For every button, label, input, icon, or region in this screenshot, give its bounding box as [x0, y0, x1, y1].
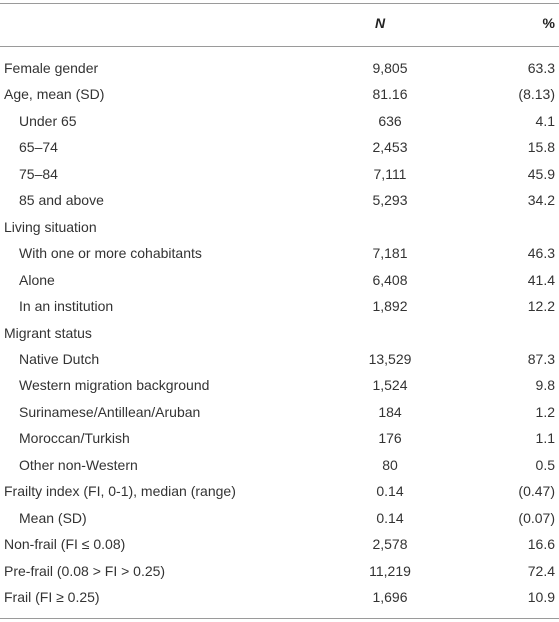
- n-cell: 7,111: [373, 165, 407, 182]
- percent-cell: 1.2: [535, 403, 555, 420]
- bottom-rule: [0, 618, 559, 619]
- percent-cell: 16.6: [527, 536, 555, 553]
- row-label: Other non-Western: [19, 456, 138, 473]
- row-label: 65–74: [19, 139, 58, 156]
- row-label: Female gender: [4, 60, 99, 76]
- n-cell: 13,529: [368, 350, 412, 367]
- percent-cell: 41.4: [527, 271, 555, 288]
- percent-cell: (0.07): [518, 509, 555, 526]
- percent-cell: 63.3: [527, 60, 555, 76]
- header-percent: %: [542, 15, 555, 31]
- row-label: Moroccan/Turkish: [19, 430, 130, 447]
- percent-cell: 10.9: [527, 589, 555, 605]
- row-label: Alone: [19, 271, 55, 288]
- percent-cell: 4.1: [535, 112, 555, 129]
- n-cell: 176: [378, 430, 402, 447]
- percent-cell: (8.13): [518, 86, 555, 103]
- n-cell: 80: [382, 456, 398, 473]
- header-rule: [0, 46, 559, 47]
- row-label: Western migration background: [19, 377, 210, 394]
- row-label: Surinamese/Antillean/Aruban: [19, 403, 201, 420]
- top-rule: [0, 3, 559, 4]
- row-label: Migrant status: [4, 324, 92, 341]
- row-label: Native Dutch: [19, 350, 100, 367]
- n-cell: 1,696: [372, 589, 408, 605]
- n-cell: 81.16: [372, 86, 408, 103]
- n-cell: 9,805: [372, 60, 408, 76]
- row-label: 85 and above: [19, 192, 104, 209]
- row-label: Non-frail (FI ≤ 0.08): [4, 536, 126, 553]
- header-n: N: [374, 15, 386, 31]
- n-cell: 1,524: [372, 377, 408, 394]
- row-label: Mean (SD): [19, 509, 87, 526]
- n-cell: 6,408: [372, 271, 408, 288]
- n-cell: 11,219: [369, 562, 411, 579]
- n-cell: 0.14: [376, 483, 404, 500]
- percent-cell: 9.8: [535, 377, 555, 394]
- n-cell: 636: [378, 112, 402, 129]
- n-cell: 1,892: [372, 298, 408, 315]
- row-label: Frail (FI ≥ 0.25): [4, 589, 100, 605]
- percent-cell: 87.3: [527, 350, 555, 367]
- row-label: Age, mean (SD): [4, 86, 105, 103]
- percent-cell: 0.5: [535, 456, 555, 473]
- n-cell: 2,453: [372, 139, 408, 156]
- row-label: In an institution: [19, 298, 114, 315]
- n-cell: 2,578: [372, 536, 408, 553]
- row-label: Under 65: [19, 112, 77, 129]
- percent-cell: 1.1: [535, 430, 555, 447]
- percent-cell: 34.2: [527, 192, 555, 209]
- percent-cell: 15.8: [527, 139, 555, 156]
- n-cell: 7,181: [372, 245, 408, 262]
- percent-cell: 72.4: [527, 562, 555, 579]
- n-cell: 0.14: [376, 509, 404, 526]
- row-label: With one or more cohabitants: [19, 245, 202, 262]
- percent-cell: 45.9: [527, 165, 555, 182]
- percent-cell: 12.2: [527, 298, 555, 315]
- percent-cell: (0.47): [518, 483, 555, 500]
- percent-cell: 46.3: [527, 245, 555, 262]
- row-label: Pre-frail (0.08 > FI > 0.25): [4, 562, 166, 579]
- n-cell: 184: [378, 403, 402, 420]
- row-label: Frailty index (FI, 0-1), median (range): [4, 483, 236, 500]
- row-label: 75–84: [19, 165, 58, 182]
- n-cell: 5,293: [372, 192, 408, 209]
- row-label: Living situation: [4, 218, 97, 235]
